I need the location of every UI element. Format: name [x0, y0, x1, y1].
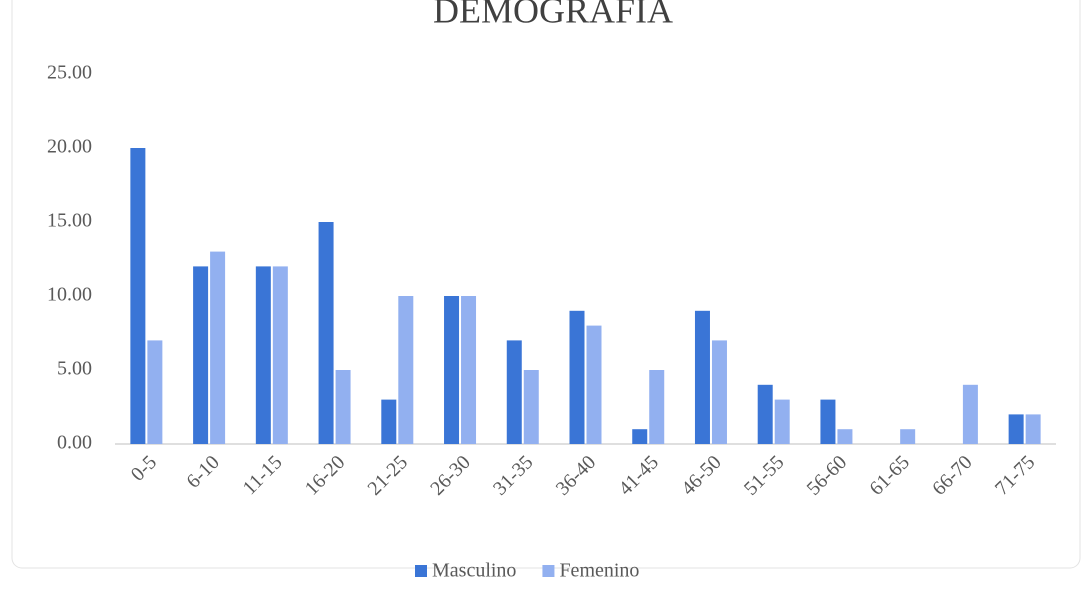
legend-swatch — [415, 565, 427, 577]
bar — [272, 266, 288, 444]
bar — [711, 340, 727, 444]
bar — [962, 384, 978, 444]
chart-title: DEMOGRAFÍA — [433, 0, 673, 30]
bar — [774, 399, 790, 444]
bar — [255, 266, 271, 444]
bar — [210, 251, 226, 444]
x-tick-label: 16-20 — [301, 451, 350, 500]
y-tick-label: 15.00 — [47, 210, 92, 232]
bar — [193, 266, 209, 444]
bar — [569, 310, 585, 444]
x-tick-label: 26-30 — [426, 451, 475, 500]
x-tick-label: 31-35 — [489, 451, 538, 500]
bar — [147, 340, 163, 444]
y-tick-label: 10.00 — [47, 284, 92, 306]
x-tick-label: 0-5 — [127, 451, 161, 485]
x-tick-label: 61-65 — [865, 451, 914, 500]
x-tick-label: 11-15 — [239, 451, 287, 499]
bar — [130, 148, 146, 444]
bar — [837, 429, 853, 444]
bar — [900, 429, 916, 444]
legend-label: Femenino — [559, 560, 639, 582]
x-tick-label: 36-40 — [552, 451, 601, 500]
legend-swatch — [542, 565, 555, 577]
y-tick-label: 5.00 — [57, 358, 92, 380]
x-tick-label: 51-55 — [740, 451, 789, 500]
x-tick-label: 66-70 — [928, 451, 977, 500]
y-tick-label: 0.00 — [57, 432, 92, 454]
x-tick-label: 41-45 — [614, 451, 663, 500]
bar — [757, 384, 773, 444]
bar — [1008, 414, 1024, 444]
bar — [318, 222, 334, 444]
y-tick-label: 20.00 — [47, 136, 92, 158]
legend-label: Masculino — [432, 560, 516, 582]
chart-border — [11, 0, 1081, 569]
x-tick-label: 21-25 — [364, 451, 413, 500]
bar — [506, 340, 522, 444]
bar — [649, 370, 665, 444]
bar — [632, 429, 648, 444]
x-tick-label: 46-50 — [677, 451, 726, 500]
bar — [586, 325, 602, 444]
bar — [335, 370, 351, 444]
x-tick-label: 71-75 — [991, 451, 1040, 500]
x-tick-label: 6-10 — [182, 451, 223, 492]
bar — [820, 399, 836, 444]
x-tick-label: 56-60 — [803, 451, 852, 500]
bar — [444, 296, 460, 444]
bar — [523, 370, 539, 444]
bar — [461, 296, 477, 444]
y-tick-label: 25.00 — [47, 62, 92, 84]
bar — [1025, 414, 1041, 444]
bar — [398, 296, 414, 444]
bar — [381, 399, 397, 444]
bar — [694, 310, 710, 444]
